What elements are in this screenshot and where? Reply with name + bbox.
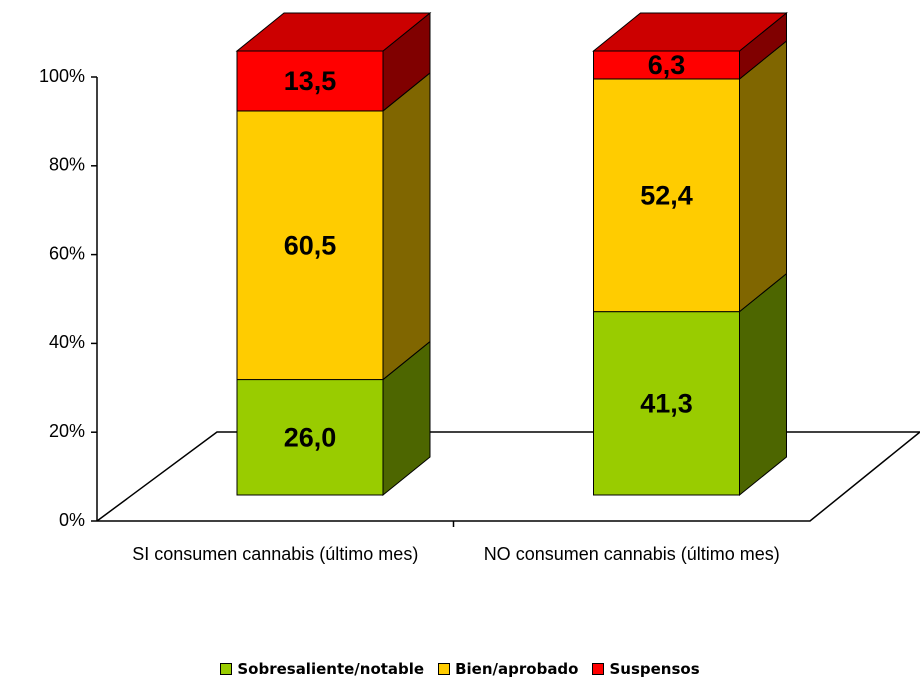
- floor-back: [96, 431, 920, 522]
- value-label: 6,3: [648, 50, 686, 80]
- value-label: 52,4: [640, 180, 693, 210]
- bar: [593, 50, 740, 80]
- y-tick-label: 80%: [49, 155, 85, 175]
- legend: Sobresaliente/notable Bien/aprobado Suspen…: [0, 660, 920, 678]
- legend-swatch: [220, 663, 233, 675]
- bar: [236, 379, 384, 496]
- legend-item: Suspensos: [592, 660, 700, 678]
- bar-side: [382, 71, 431, 381]
- legend-label: Sobresaliente/notable: [237, 660, 425, 678]
- bar: [593, 78, 740, 313]
- floor-front: [97, 431, 920, 522]
- x-tick-label: SI consumen cannabis (último mes): [132, 544, 419, 564]
- value-label: 26,0: [284, 422, 337, 452]
- legend-label: Suspensos: [609, 660, 700, 678]
- bar-top: [592, 12, 788, 52]
- bar: [593, 311, 740, 496]
- y-tick-label: 60%: [49, 243, 85, 263]
- value-label: 60,5: [284, 230, 337, 260]
- legend-item: Bien/aprobado: [438, 660, 578, 678]
- legend-swatch: [592, 663, 605, 675]
- legend-item: Sobresaliente/notable: [220, 660, 424, 678]
- value-label: 41,3: [640, 388, 693, 418]
- y-tick-label: 0%: [59, 510, 85, 530]
- bar-side: [739, 39, 787, 313]
- legend-label: Bien/aprobado: [455, 660, 579, 678]
- value-label: 13,5: [284, 66, 337, 96]
- y-tick-label: 20%: [49, 421, 85, 441]
- y-tick-label: 100%: [39, 66, 85, 86]
- bar-top: [235, 12, 432, 52]
- bar-side: [739, 272, 787, 497]
- y-tick-label: 40%: [49, 332, 85, 352]
- legend-swatch: [438, 663, 451, 675]
- x-tick-label: NO consumen cannabis (último mes): [483, 544, 780, 564]
- bar: [236, 110, 384, 381]
- bar: [236, 50, 384, 112]
